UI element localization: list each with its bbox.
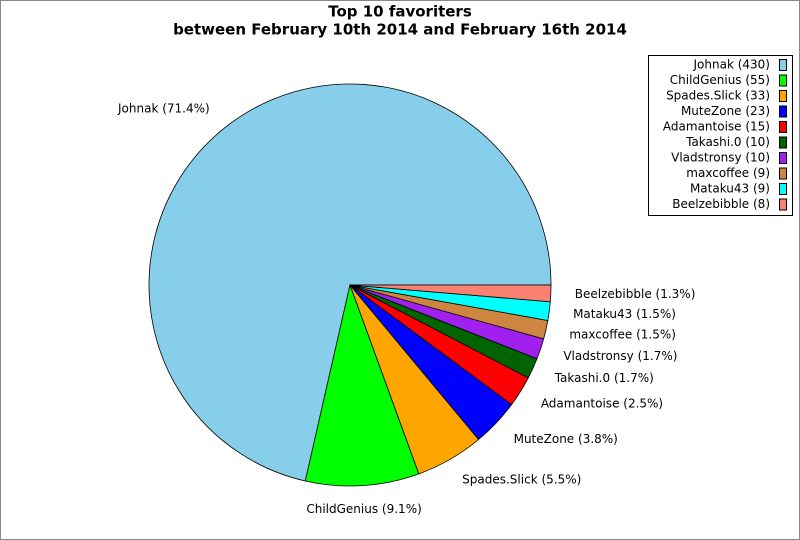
slice-label: Vladstronsy (1.7%) (563, 349, 677, 363)
legend-box (648, 55, 793, 216)
slice-label: Johnak (71.4%) (117, 102, 210, 116)
slice-label: Spades.Slick (5.5%) (462, 473, 581, 487)
slice-label: Adamantoise (2.5%) (541, 397, 663, 411)
legend-label: Beelzebibble (8) (672, 197, 770, 211)
slice-label: Takashi.0 (1.7%) (554, 371, 654, 385)
chart-title: Top 10 favoriters (328, 3, 472, 21)
legend-label: Johnak (430) (693, 58, 770, 72)
pie-slice (304, 283, 420, 487)
legend-swatch (779, 90, 787, 102)
legend-label: ChildGenius (55) (670, 73, 770, 87)
legend-label: MuteZone (23) (681, 104, 770, 118)
slice-label: Beelzebibble (1.3%) (575, 287, 696, 301)
slice-label: maxcoffee (1.5%) (569, 328, 676, 342)
legend-label: Takashi.0 (10) (685, 135, 770, 149)
legend-swatch (779, 167, 787, 180)
legend-swatch (779, 59, 787, 71)
legend-label: Spades.Slick (33) (666, 89, 770, 103)
pie-slice (148, 83, 552, 482)
legend-swatch (779, 136, 787, 149)
slice-label: Mataku43 (1.5%) (573, 307, 676, 321)
legend-swatch (779, 183, 787, 195)
legend-label: Mataku43 (9) (690, 182, 770, 196)
legend-swatch (779, 152, 787, 164)
legend-label: Vladstronsy (10) (671, 151, 770, 165)
slice-label: MuteZone (3.8%) (514, 432, 618, 446)
pie-slice (349, 284, 552, 303)
legend-label: maxcoffee (9) (686, 166, 770, 180)
legend-swatch (779, 198, 787, 211)
legend-swatch (779, 74, 787, 87)
legend-swatch (779, 105, 787, 118)
legend-swatch (779, 121, 787, 133)
slice-label: ChildGenius (9.1%) (306, 502, 421, 516)
chart-subtitle: between February 10th 2014 and February … (173, 21, 627, 39)
legend-label: Adamantoise (15) (663, 120, 770, 134)
